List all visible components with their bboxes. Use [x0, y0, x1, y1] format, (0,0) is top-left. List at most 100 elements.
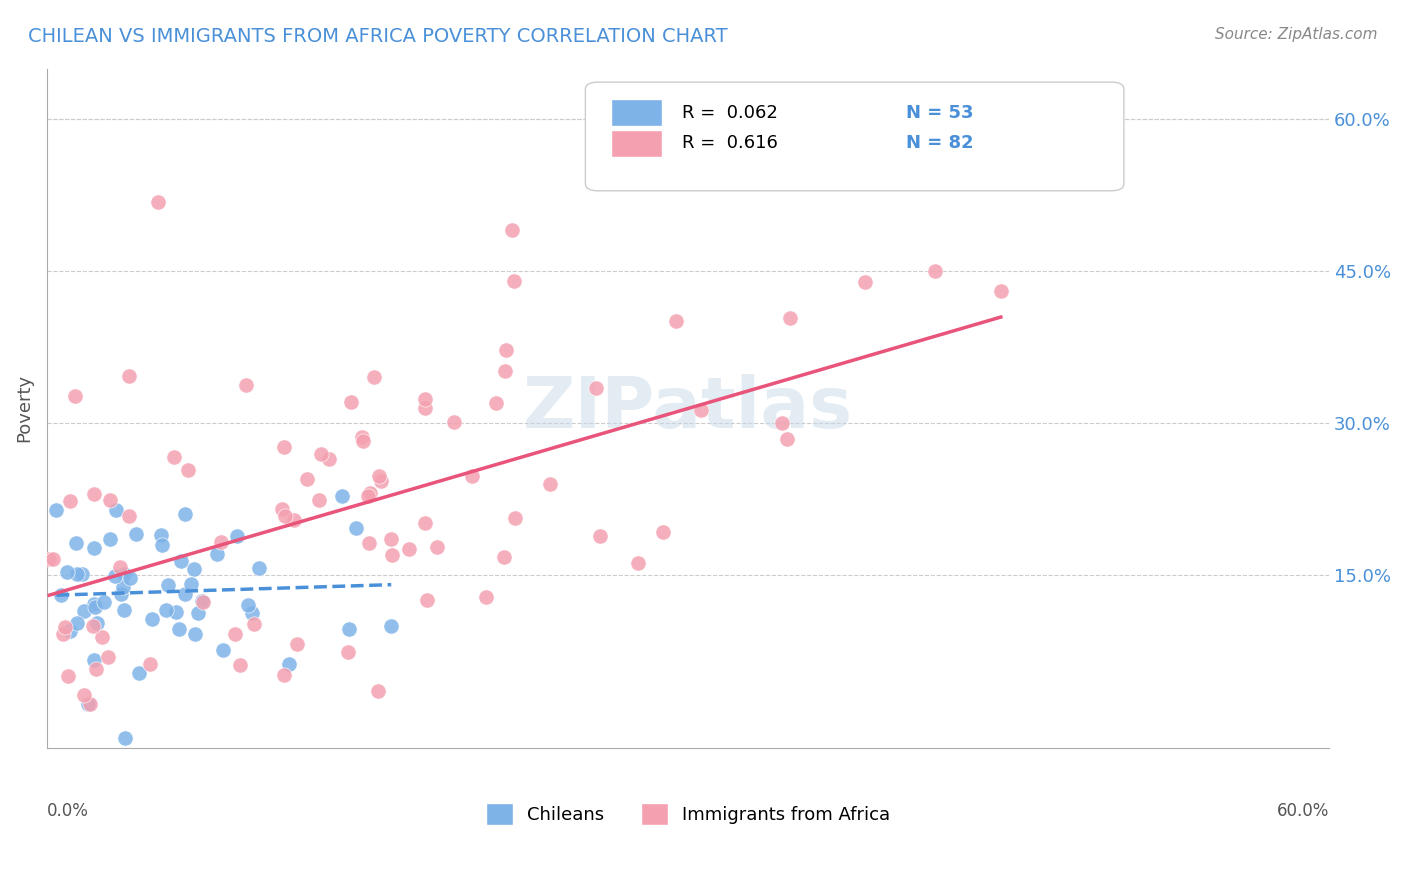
Point — [45, 502, 67, 516]
Point — [207, 547, 229, 561]
Point — [93, 595, 115, 609]
Point — [278, 657, 301, 671]
FancyBboxPatch shape — [585, 82, 1123, 191]
Point — [368, 468, 391, 483]
Point — [359, 535, 381, 549]
Point — [191, 595, 214, 609]
Point — [443, 415, 465, 429]
Point — [82, 619, 104, 633]
Point — [359, 486, 381, 500]
Text: 0.0%: 0.0% — [46, 802, 89, 821]
Point — [105, 503, 128, 517]
Point — [494, 364, 516, 378]
Point — [475, 590, 498, 604]
Point — [94, 761, 117, 775]
Point — [56, 669, 79, 683]
Point — [247, 561, 270, 575]
Point — [180, 577, 202, 591]
Point — [83, 653, 105, 667]
Text: Source: ZipAtlas.com: Source: ZipAtlas.com — [1215, 27, 1378, 42]
Point — [273, 667, 295, 681]
Point — [339, 394, 361, 409]
Point — [337, 622, 360, 636]
Point — [273, 509, 295, 524]
Legend: Chileans, Immigrants from Africa: Chileans, Immigrants from Africa — [478, 796, 897, 832]
Point — [398, 541, 420, 556]
Point — [73, 604, 96, 618]
Point — [150, 528, 173, 542]
Point — [330, 489, 353, 503]
Point — [627, 556, 650, 570]
Point — [779, 311, 801, 326]
Point — [108, 559, 131, 574]
Point — [98, 532, 121, 546]
Point — [318, 451, 340, 466]
Point — [177, 463, 200, 477]
Point — [118, 369, 141, 384]
Point — [503, 275, 526, 289]
Point — [118, 570, 141, 584]
Point — [589, 529, 612, 543]
Point — [652, 525, 675, 540]
Point — [63, 389, 86, 403]
Point — [413, 392, 436, 407]
Point — [665, 314, 688, 328]
Point — [363, 369, 385, 384]
Point — [453, 771, 475, 785]
Point — [413, 401, 436, 416]
Point — [224, 627, 246, 641]
Point — [38, 552, 60, 566]
Point — [309, 447, 332, 461]
Point — [167, 622, 190, 636]
Point — [337, 645, 360, 659]
Point — [505, 511, 527, 525]
Point — [141, 612, 163, 626]
Point — [924, 263, 946, 277]
Point — [52, 627, 75, 641]
Point — [209, 535, 232, 549]
Point — [352, 434, 374, 449]
Point — [146, 195, 169, 210]
Text: CHILEAN VS IMMIGRANTS FROM AFRICA POVERTY CORRELATION CHART: CHILEAN VS IMMIGRANTS FROM AFRICA POVERT… — [28, 27, 728, 45]
Point — [118, 509, 141, 524]
Point — [495, 343, 517, 357]
Point — [229, 657, 252, 672]
Point — [155, 602, 177, 616]
Point — [380, 619, 402, 633]
Point — [770, 416, 793, 430]
Point — [990, 284, 1012, 298]
Point — [225, 528, 247, 542]
Point — [110, 587, 132, 601]
Point — [413, 516, 436, 531]
Point — [66, 567, 89, 582]
Point — [83, 541, 105, 556]
Point — [84, 662, 107, 676]
Point — [114, 731, 136, 745]
Point — [97, 650, 120, 665]
Point — [426, 540, 449, 554]
Point — [128, 666, 150, 681]
Point — [460, 469, 482, 483]
Point — [273, 440, 295, 454]
Point — [776, 432, 799, 446]
Point — [689, 403, 711, 417]
Point — [165, 605, 187, 619]
Point — [492, 550, 515, 565]
Point — [72, 688, 94, 702]
Point — [380, 532, 402, 546]
Point — [59, 624, 82, 638]
Point — [83, 487, 105, 501]
Point — [356, 489, 378, 503]
Point — [83, 597, 105, 611]
Point — [370, 475, 392, 489]
Point — [86, 615, 108, 630]
Point — [51, 588, 73, 602]
Point — [98, 493, 121, 508]
Point — [295, 472, 318, 486]
Point — [156, 578, 179, 592]
Point — [538, 476, 561, 491]
FancyBboxPatch shape — [612, 129, 662, 157]
Point — [283, 513, 305, 527]
Point — [150, 538, 173, 552]
Point — [174, 587, 197, 601]
